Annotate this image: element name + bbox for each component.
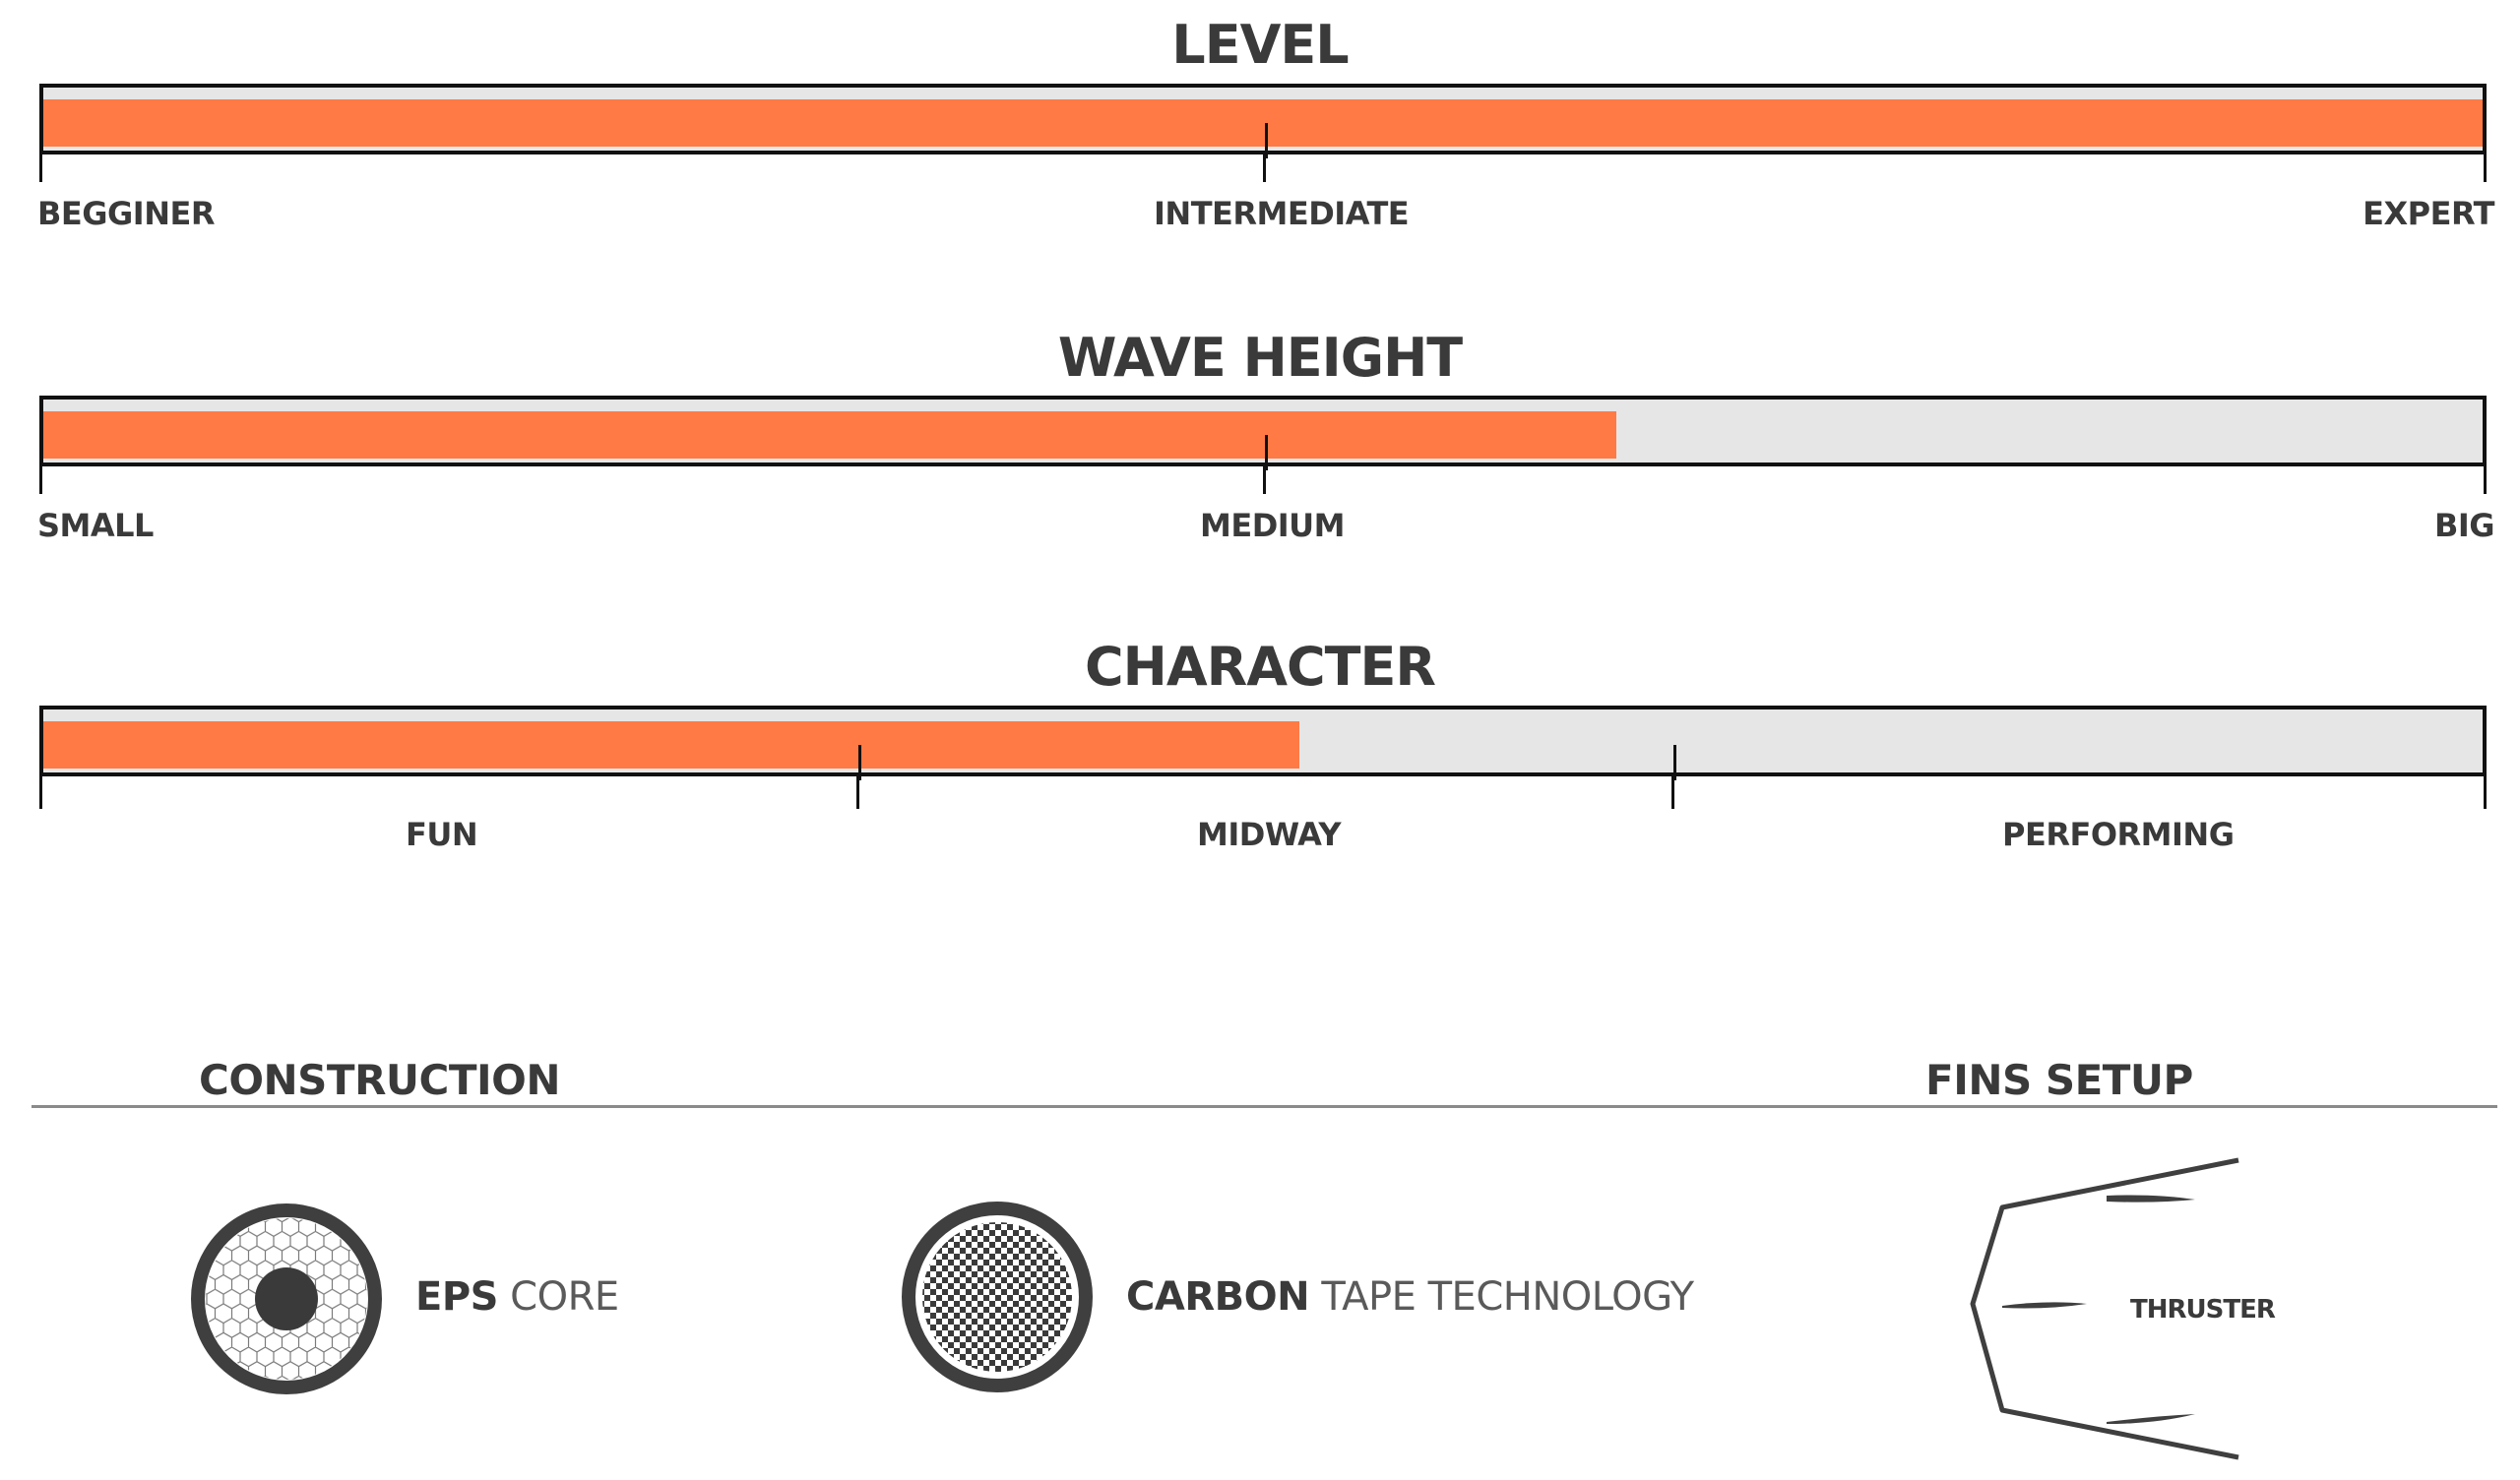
level-end-tick [2484, 154, 2487, 182]
character-title: CHARACTER [1085, 636, 1436, 698]
eps-core-light: CORE [510, 1274, 619, 1320]
character-end-tick [2484, 776, 2487, 809]
level-label-max: EXPERT [2362, 195, 2494, 232]
wave-height-label-min: SMALL [37, 507, 154, 544]
eps-core-bold: EPS [415, 1274, 498, 1320]
section-divider [32, 1105, 2497, 1108]
level-start-tick [39, 154, 42, 182]
eps-core-icon [191, 1203, 382, 1394]
character-tick-1-down [856, 776, 859, 809]
fins-setup-label: THRUSTER [2130, 1295, 2276, 1325]
level-fill [43, 99, 2483, 147]
wave-height-fill [43, 411, 1616, 459]
level-mid-tick [1265, 123, 1268, 158]
level-label-min: BEGGINER [37, 195, 215, 232]
carbon-tape-label: CARBON TAPE TECHNOLOGY [1126, 1272, 1694, 1322]
character-label-3: PERFORMING [2002, 816, 2235, 853]
wave-height-title: WAVE HEIGHT [1057, 327, 1463, 389]
eps-core-label: EPS CORE [415, 1272, 619, 1322]
wave-height-start-tick [39, 466, 42, 494]
character-tick-2 [1673, 745, 1676, 780]
character-start-tick [39, 776, 42, 809]
wave-height-label-max: BIG [2433, 507, 2495, 544]
wave-height-mid-down-tick [1263, 466, 1266, 494]
character-fill [43, 721, 1299, 769]
level-bar [39, 84, 2487, 158]
wave-height-label-mid: MEDIUM [1200, 507, 1346, 544]
character-label-2: MIDWAY [1197, 816, 1342, 853]
character-label-1: FUN [406, 816, 478, 853]
construction-heading: CONSTRUCTION [199, 1056, 560, 1104]
carbon-light: TAPE TECHNOLOGY [1321, 1274, 1694, 1320]
wave-height-bar [39, 396, 2487, 470]
fins-setup-heading: FINS SETUP [1925, 1056, 2193, 1104]
carbon-bold: CARBON [1126, 1274, 1310, 1320]
wave-height-mid-tick [1265, 435, 1268, 470]
level-label-mid: INTERMEDIATE [1154, 195, 1410, 232]
level-title: LEVEL [1171, 14, 1349, 76]
character-bar [39, 706, 2487, 780]
thruster-fins-icon [1970, 1157, 2239, 1460]
carbon-tape-icon [902, 1202, 1093, 1392]
character-tick-2-down [1671, 776, 1674, 809]
character-tick-1 [858, 745, 861, 780]
wave-height-end-tick [2484, 466, 2487, 494]
level-mid-down-tick [1263, 154, 1266, 182]
